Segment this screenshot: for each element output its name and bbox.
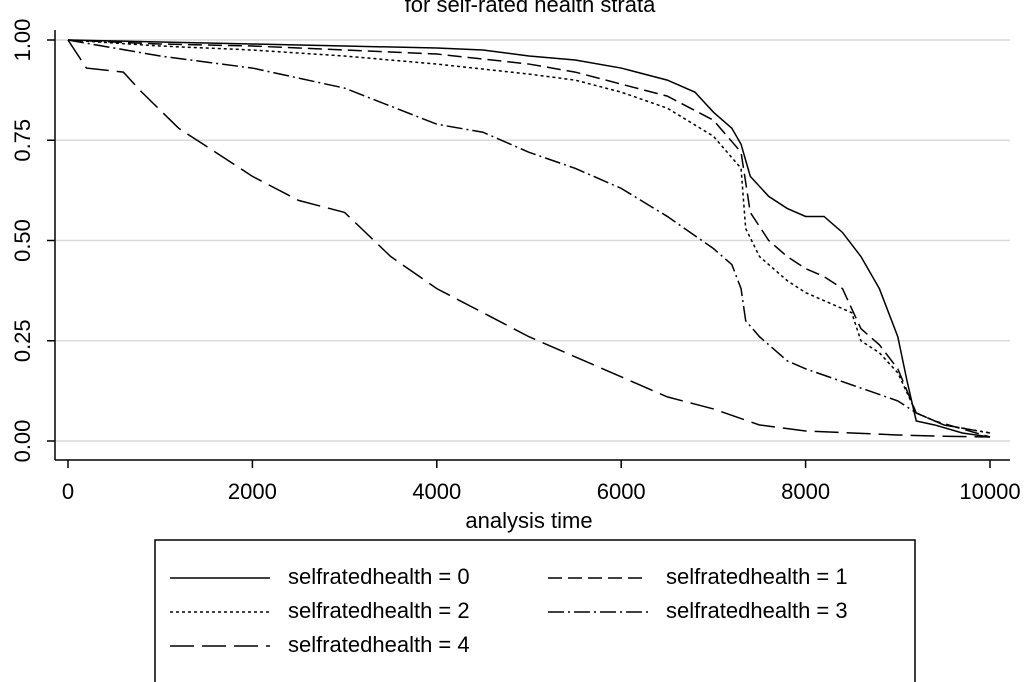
survival-curve xyxy=(67,39,991,434)
y-tick-label: 1.00 xyxy=(10,19,35,62)
y-tick-label: 0.25 xyxy=(10,319,35,362)
x-tick-label: 6000 xyxy=(597,479,646,504)
legend-label: selfratedhealth = 0 xyxy=(288,564,470,589)
x-axis-label: analysis time xyxy=(465,508,592,533)
legend-label: selfratedhealth = 1 xyxy=(666,564,848,589)
x-tick-label: 0 xyxy=(62,479,74,504)
chart-title: for self-rated health strata xyxy=(405,0,656,17)
y-tick-label: 0.75 xyxy=(10,119,35,162)
legend-label: selfratedhealth = 3 xyxy=(666,598,848,623)
legend-label: selfratedhealth = 2 xyxy=(288,598,470,623)
survival-curve xyxy=(67,39,991,438)
legend-label: selfratedhealth = 4 xyxy=(288,632,470,657)
survival-curve xyxy=(67,39,991,438)
survival-curve xyxy=(67,39,991,434)
x-tick-label: 4000 xyxy=(412,479,461,504)
x-tick-label: 8000 xyxy=(781,479,830,504)
x-tick-label: 2000 xyxy=(228,479,277,504)
survival-curve xyxy=(67,39,991,438)
y-tick-label: 0.50 xyxy=(10,219,35,262)
x-tick-label: 10000 xyxy=(959,479,1020,504)
legend-box xyxy=(154,539,916,682)
y-tick-label: 0.00 xyxy=(10,420,35,463)
